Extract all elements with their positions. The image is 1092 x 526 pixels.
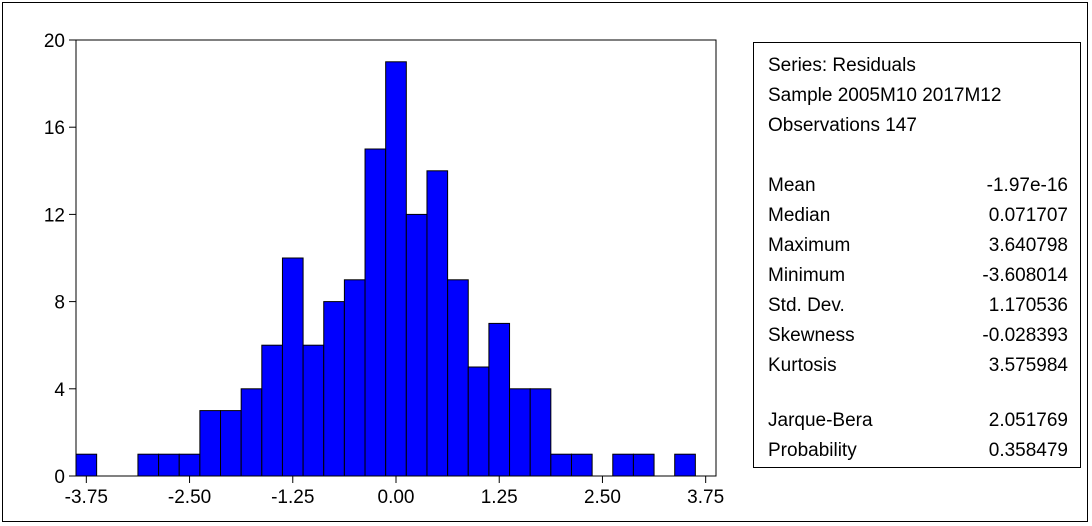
test-row: Probability 0.358479 [768, 440, 1068, 464]
x-tick-label: 3.75 [687, 487, 724, 508]
stat-label: Kurtosis [768, 355, 837, 376]
histogram-bar [364, 148, 387, 477]
histogram-bar [550, 453, 572, 477]
histogram-bar [447, 279, 469, 477]
stat-value: -3.608014 [982, 265, 1068, 286]
stat-row: Maximum 3.640798 [768, 235, 1068, 259]
stat-label: Mean [768, 175, 816, 196]
x-tick-label: -2.50 [168, 487, 211, 508]
stat-value: 3.575984 [988, 355, 1068, 376]
histogram-bar [75, 453, 98, 477]
histogram-bar [281, 257, 304, 477]
histogram-bar [261, 344, 283, 477]
test-label: Probability [768, 440, 857, 461]
histogram-bar [199, 410, 222, 477]
stat-label: Maximum [768, 235, 851, 256]
test-value: 0.358479 [988, 440, 1068, 461]
stat-row: Median 0.071707 [768, 205, 1068, 229]
histogram-bar [467, 366, 490, 477]
y-tick-label: 4 [54, 380, 65, 401]
x-tick-label: 1.25 [481, 487, 518, 508]
stat-value: 0.071707 [988, 205, 1068, 226]
y-tick-label: 12 [44, 205, 65, 226]
stat-row: Minimum -3.608014 [768, 265, 1068, 289]
stat-row: Kurtosis 3.575984 [768, 355, 1068, 379]
stat-label: Minimum [768, 265, 846, 286]
histogram-bar [240, 388, 263, 477]
stat-value: -1.97e-16 [986, 175, 1068, 196]
stat-label: Std. Dev. [768, 295, 845, 316]
histogram-bar [302, 344, 325, 477]
stat-row: Skewness -0.028393 [768, 325, 1068, 349]
y-tick-label: 0 [54, 467, 65, 488]
histogram-bar [343, 279, 366, 477]
sample-line: Sample 2005M10 2017M12 [768, 85, 1002, 106]
stat-value: -0.028393 [982, 325, 1068, 346]
histogram-bar [158, 453, 180, 477]
stat-value: 3.640798 [988, 235, 1068, 256]
stat-row: Mean -1.97e-16 [768, 175, 1068, 199]
histogram-bar [323, 301, 345, 477]
histogram-bar [509, 388, 531, 477]
y-tick-label: 16 [44, 118, 65, 139]
y-tick-label: 20 [44, 31, 65, 52]
test-row: Jarque-Bera 2.051769 [768, 410, 1068, 434]
histogram-plot: 0 4 8 12 16 20 -3.75 -2.50 -1.25 0.00 1.25 2.50 3.75 [44, 31, 724, 508]
histogram-bar [385, 61, 407, 477]
statistics-box: Series: Residuals Sample 2005M10 2017M12… [753, 42, 1081, 468]
histogram-bar [426, 170, 449, 477]
y-tick-label: 8 [54, 293, 65, 314]
histogram-bar [220, 410, 242, 477]
histogram-bar [529, 388, 552, 477]
x-tick-label: 2.50 [584, 487, 621, 508]
stat-label: Median [768, 205, 831, 226]
test-label: Jarque-Bera [768, 410, 873, 431]
histogram-bar [632, 453, 655, 477]
x-tick-label: 0.00 [378, 487, 415, 508]
observations-line: Observations 147 [768, 115, 917, 136]
stat-row: Std. Dev. 1.170536 [768, 295, 1068, 319]
series-line: Series: Residuals [768, 55, 916, 76]
histogram-bar [405, 213, 428, 477]
histogram-bar [612, 453, 634, 477]
histogram-bar [178, 453, 201, 477]
stat-label: Skewness [768, 325, 855, 346]
test-value: 2.051769 [988, 410, 1068, 431]
x-tick-label: -3.75 [65, 487, 108, 508]
histogram-bar [488, 322, 511, 477]
histogram-bar [570, 453, 593, 477]
x-tick-label: -1.25 [271, 487, 314, 508]
stat-value: 1.170536 [988, 295, 1068, 316]
histogram-bar [674, 453, 696, 477]
histogram-bar [137, 453, 160, 477]
